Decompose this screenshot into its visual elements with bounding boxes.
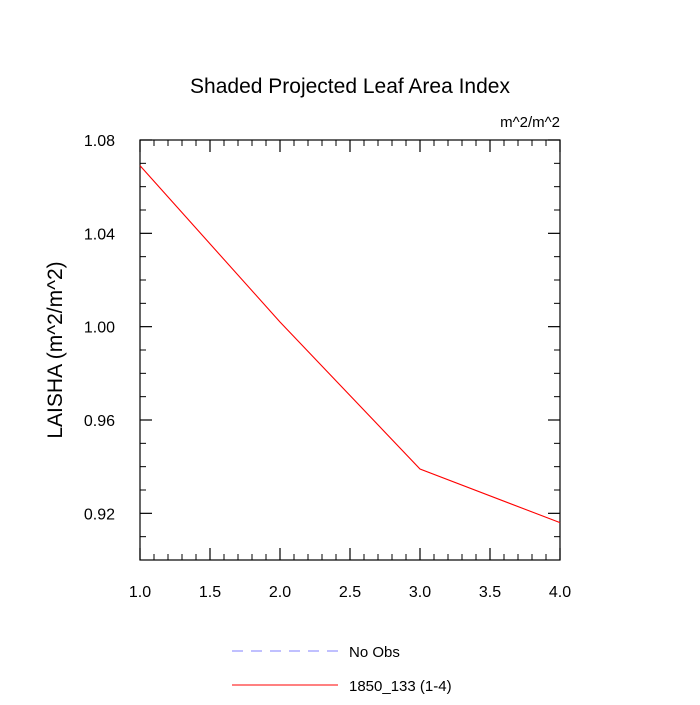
units-label: m^2/m^2 [500,114,560,131]
series-lines [139,165,561,524]
y-tick-label: 1.08 [84,133,115,150]
x-tick-label: 3.5 [479,584,501,601]
x-tick-label: 3.0 [409,584,431,601]
y-tick-label: 0.92 [84,506,115,523]
y-tick-label: 1.00 [84,320,115,337]
legend: No Obs 1850_133 (1-4) [232,644,452,695]
plot-frame [139,139,561,561]
axes: 1.0 1.5 2.0 2.5 3.0 3.5 4.0 0.92 0.96 1.00 1.04 1.0… [84,133,571,601]
y-tick-label: 1.04 [84,226,115,243]
y-axis-label: LAISHA (m^2/m^2) [44,261,67,438]
legend-label: No Obs [349,644,400,661]
y-tick-label: 0.96 [84,413,115,430]
chart-title: Shaded Projected Leaf Area Index [190,75,510,98]
x-tick-label: 4.0 [549,584,571,601]
x-tick-label: 1.0 [129,584,151,601]
legend-label: 1850_133 (1-4) [349,678,452,695]
x-tick-label: 1.5 [199,584,221,601]
x-tick-label: 2.0 [269,584,291,601]
series-line-1850-133-1-4- [139,165,561,524]
x-tick-label: 2.5 [339,584,361,601]
